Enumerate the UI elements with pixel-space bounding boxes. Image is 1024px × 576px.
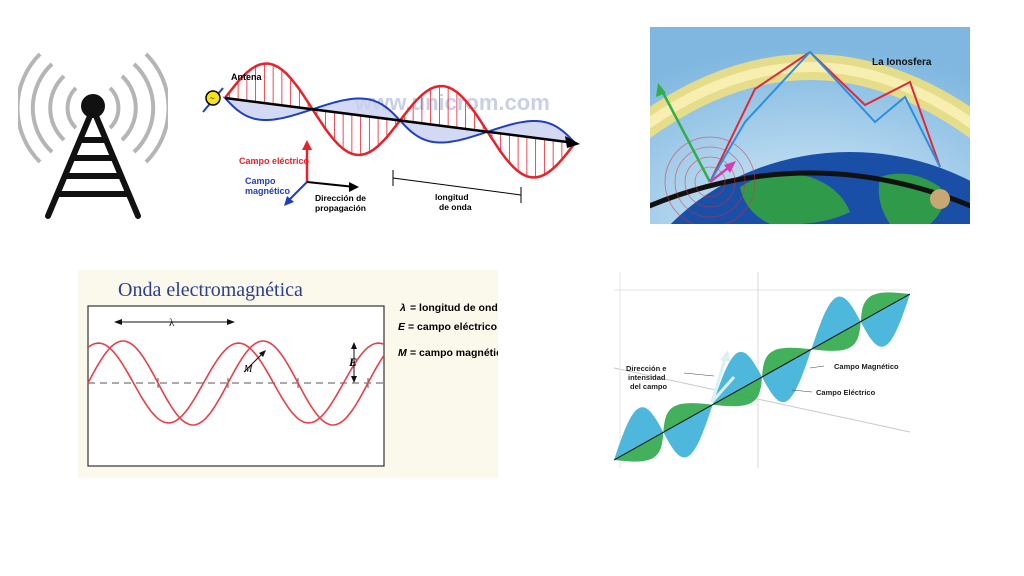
magnetic-lobe [663, 404, 713, 458]
magnetic-lobe [811, 296, 861, 350]
electric-field-label: Campo eléctrico [239, 156, 310, 166]
propagation-label-1: Dirección de [315, 193, 366, 203]
electric-lobe [486, 131, 576, 179]
legend-text-e: = campo eléctrico [408, 321, 497, 333]
axis-arrowhead [565, 136, 580, 148]
magnetic-lobe [860, 294, 910, 347]
m-marker: M [243, 364, 253, 375]
em-title: Onda electromagnética [118, 279, 303, 301]
antenna-label: Antena [231, 72, 262, 82]
e-marker: E [348, 355, 357, 369]
wave-frame [87, 305, 385, 467]
electric-lobe [311, 108, 401, 157]
magnetic-field-label-2: magnético [245, 186, 291, 196]
magnetic-lobe [762, 349, 812, 403]
radio-tower-icon [15, 48, 171, 223]
electric-field-label: Campo Eléctrico [816, 388, 876, 397]
lambda-marker: λ [169, 317, 175, 329]
magnetic-lobe [712, 351, 762, 405]
propagation-axis [224, 96, 576, 145]
electric-lobe [399, 84, 489, 133]
direction-label-3: del campo [630, 382, 668, 391]
legend-text-lambda: = longitud de onda [410, 302, 498, 314]
ionosphere-label: La Ionosfera [872, 57, 932, 68]
field-wave-diagram: Dirección e intensidad del campo Campo M… [613, 272, 911, 468]
magnetic-lobe [614, 407, 664, 460]
magnetic-field-label: Campo Magnético [834, 362, 899, 371]
antenna-source-icon [205, 90, 221, 106]
legend-symbol-m: M [398, 347, 407, 359]
antenna-wave-diagram: www.unicrom.com ~ Antena Campo eléctrico… [195, 60, 585, 220]
ionosphere-diagram: La Ionosfera [650, 27, 970, 224]
magnetic-lobe [397, 119, 488, 144]
direction-label-1: Dirección e [626, 364, 666, 373]
legend-text-m: = campo magnético [410, 347, 498, 359]
electric-wave [87, 340, 385, 426]
magnetic-lobe [487, 120, 578, 145]
wavelength-bracket [392, 177, 522, 196]
tilde-glyph: ~ [210, 94, 215, 103]
magnetic-field-label-1: Campo [245, 176, 276, 186]
red-reflected-ray [709, 50, 941, 183]
person-icon [930, 189, 950, 209]
magnetic-lobe [312, 97, 403, 122]
electric-lobe [224, 62, 314, 110]
propagation-label-2: propagación [315, 203, 366, 213]
wavelength-label-2: de onda [439, 202, 472, 212]
magnetic-wave [87, 342, 385, 424]
direction-label-2: intensidad [628, 373, 666, 382]
legend-symbol-e: E [398, 321, 406, 333]
blue-reflected-ray [709, 50, 941, 183]
em-wave-diagram: Onda electromagnética λ E M λ = longitud… [78, 270, 508, 478]
magnetic-lobe [222, 96, 313, 121]
wavelength-label-1: longitud [435, 192, 469, 202]
propagation-axis [613, 293, 911, 461]
legend-symbol-lambda: λ [399, 302, 406, 314]
